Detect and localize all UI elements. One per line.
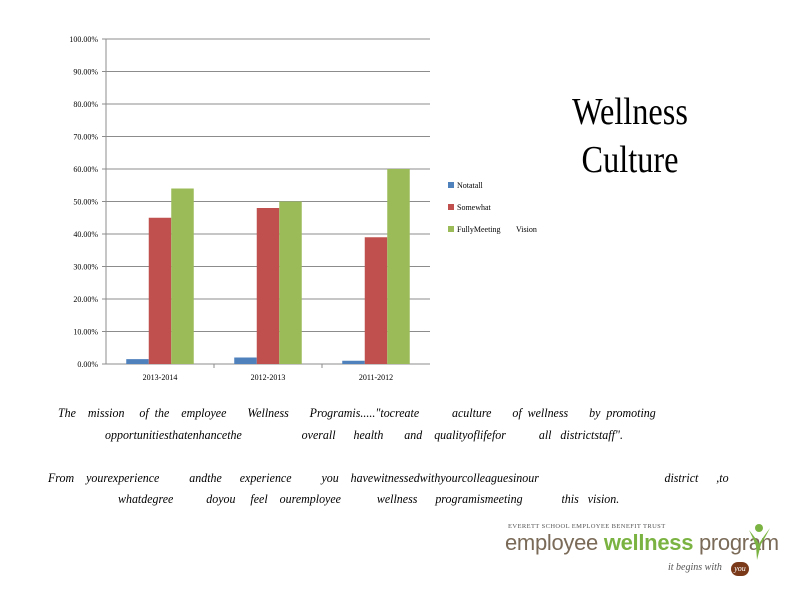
legend-label-extra: Vision xyxy=(516,225,537,234)
y-tick-label: 30.00% xyxy=(73,263,98,272)
legend-label: Somewhat xyxy=(457,203,492,212)
x-tick-label: 2013-2014 xyxy=(143,373,178,382)
y-tick-label: 0.00% xyxy=(77,360,98,369)
logo-word-employee: employee xyxy=(505,530,604,555)
legend-label: Notatall xyxy=(457,181,484,190)
legend-swatch xyxy=(448,204,454,210)
y-tick-label: 10.00% xyxy=(73,328,98,337)
bar-chart: 0.00% 10.00% 20.00% 30.00% 40.00% 50.00% 60.00… xyxy=(69,35,537,382)
y-tick-label: 50.00% xyxy=(73,198,98,207)
title-line-2: Culture xyxy=(581,139,679,181)
y-tick-label: 100.00% xyxy=(69,35,98,44)
slide-title: Wellness Culture xyxy=(554,88,707,184)
logo-tagline: it begins with xyxy=(668,562,722,573)
x-tick-label: 2011-2012 xyxy=(359,373,393,382)
legend-swatch xyxy=(448,226,454,232)
y-tick-label: 80.00% xyxy=(73,100,98,109)
bar-notatall xyxy=(234,357,257,364)
person-figure-icon xyxy=(749,524,770,560)
x-tick-label: 2012-2013 xyxy=(251,373,286,382)
y-tick-label: 90.00% xyxy=(73,68,98,77)
question-text-line-1: From yourexperience andthe experience yo… xyxy=(48,470,729,485)
y-tick-label: 40.00% xyxy=(73,230,98,239)
bar-fullymeeting xyxy=(279,201,302,364)
mission-text-line-2: opportunitiesthatenhancethe overall heal… xyxy=(105,427,623,442)
logo-wordmark: employee wellness program xyxy=(505,530,779,556)
legend-swatch xyxy=(448,182,454,188)
title-line-1: Wellness xyxy=(572,91,688,133)
bar-somewhat xyxy=(256,208,280,364)
mission-text-line-1: The mission of the employee Wellness Pro… xyxy=(58,405,656,420)
logo-org-name: EVERETT SCHOOL EMPLOYEE BENEFIT TRUST xyxy=(508,523,666,530)
y-tick-label: 70.00% xyxy=(73,133,98,142)
bar-notatall xyxy=(126,359,149,364)
logo-word-wellness: wellness xyxy=(603,530,694,555)
bar-fullymeeting xyxy=(387,169,410,364)
y-tick-label: 60.00% xyxy=(73,165,98,174)
question-text-line-2: whatdegree doyou feel ouremployee wellne… xyxy=(118,491,620,506)
program-logo: EVERETT SCHOOL EMPLOYEE BENEFIT TRUST em… xyxy=(505,522,780,582)
logo-you-badge: you xyxy=(731,562,749,576)
bar-somewhat xyxy=(364,237,388,364)
bar-somewhat xyxy=(148,217,172,364)
bar-notatall xyxy=(342,360,365,364)
y-tick-label: 20.00% xyxy=(73,295,98,304)
legend-label: FullyMeeting xyxy=(457,225,501,234)
bar-fullymeeting xyxy=(171,188,194,364)
